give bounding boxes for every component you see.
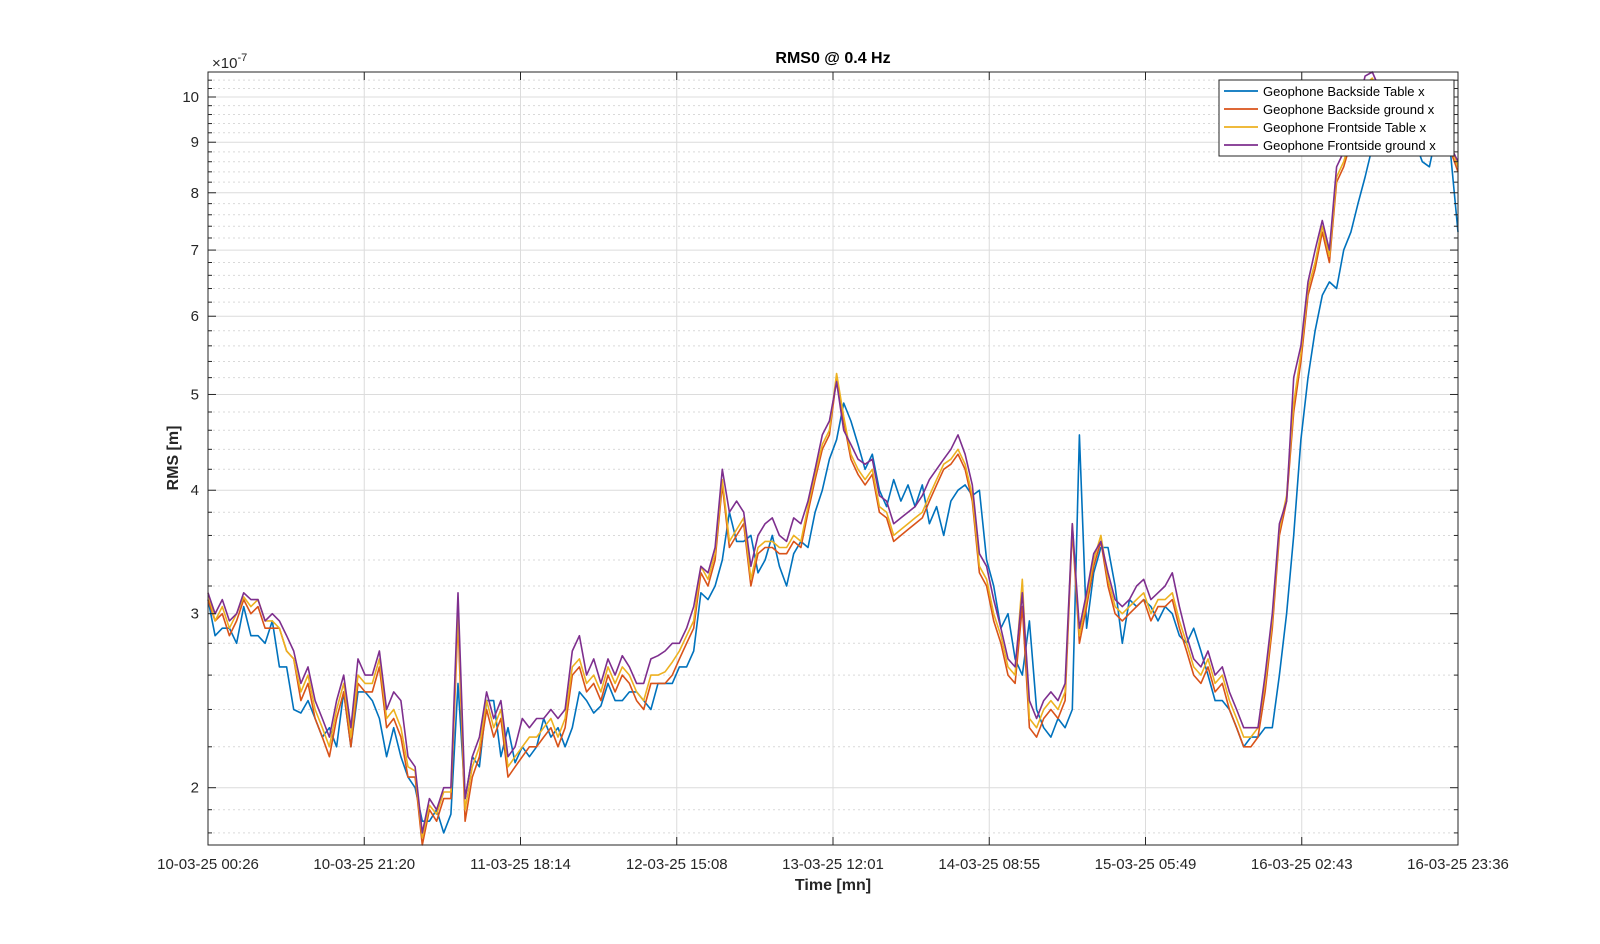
x-tick-label: 15-03-25 05:49 [1095,856,1197,873]
x-tick-label: 11-03-25 18:14 [470,856,571,873]
x-tick-label: 16-03-25 02:43 [1251,856,1353,873]
y-tick-label: 4 [191,482,199,499]
legend-box [1218,79,1455,157]
legend[interactable]: Geophone Backside Table x Geophone Backsi… [1218,79,1455,157]
y-exponent-label: ×10-7 [212,52,247,72]
y-tick-label: 6 [191,308,199,325]
y-tick-labels: 2 3 4 5 6 7 8 9 10 [182,89,199,797]
x-tick-label: 10-03-25 21:20 [313,856,415,873]
x-tick-labels: 10-03-25 00:26 10-03-25 21:20 11-03-25 18:… [157,856,1509,873]
chart-title: RMS0 @ 0.4 Hz [775,50,890,67]
y-tick-label: 3 [191,606,199,623]
legend-label: Geophone Frontside Table x [1263,120,1427,135]
y-axis-label: RMS [m] [165,426,182,491]
legend-items: Geophone Backside Table x Geophone Backsi… [1224,84,1436,153]
x-axis-label: Time [mn] [795,877,871,894]
legend-label: Geophone Frontside ground x [1263,138,1436,153]
y-exponent-power: -7 [237,52,247,64]
x-tick-label: 10-03-25 00:26 [157,856,259,873]
legend-label: Geophone Backside ground x [1263,102,1435,117]
x-tick-label: 16-03-25 23:36 [1407,856,1509,873]
x-tick-label: 12-03-25 15:08 [626,856,728,873]
y-tick-label: 9 [191,134,199,151]
x-tick-label: 13-03-25 12:01 [782,856,884,873]
series-layer [207,71,1459,846]
y-tick-label: 5 [191,386,199,403]
series-line-4 [207,71,1459,834]
y-tick-label: 8 [191,185,199,202]
y-tick-label: 2 [191,780,199,797]
y-exponent-base: ×10 [212,55,237,72]
y-tick-label: 10 [182,89,199,106]
x-tick-label: 14-03-25 08:55 [938,856,1040,873]
legend-label: Geophone Backside Table x [1263,84,1425,99]
y-tick-label: 7 [191,242,199,259]
